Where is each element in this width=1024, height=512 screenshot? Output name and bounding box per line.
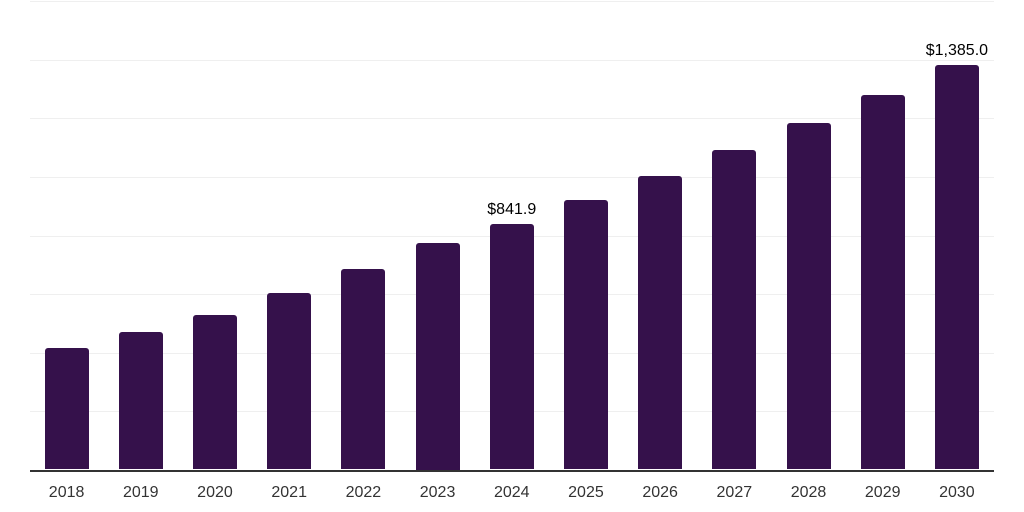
x-axis-line [29,469,994,472]
bar-2024 [489,223,534,470]
gridline-1400 [29,59,994,61]
x-tick-label-2019: 2019 [122,484,159,501]
x-tick-label-2020: 2020 [197,484,233,501]
bar-2023 [415,243,460,470]
x-tick-label-2024: 2024 [493,484,530,501]
gridline-1600 [29,1,994,2]
gridline-1200 [29,118,994,120]
x-tick-label-2029: 2029 [864,484,901,501]
x-tick-label-2022: 2022 [345,484,382,501]
x-tick-label-2028: 2028 [790,484,827,501]
x-tick-label-2023: 2023 [419,484,456,501]
bar-2027 [712,150,757,470]
bar-2022 [341,269,386,470]
bar-2030 [934,64,979,470]
x-tick-label-2025: 2025 [568,484,604,501]
bar-2021 [267,293,312,470]
bar-2025 [563,200,608,470]
bar-2018 [44,348,89,470]
bar-2026 [638,175,683,470]
data-label-2024: $841.9 [487,200,537,218]
x-tick-label-2021: 2021 [271,484,307,501]
bar-2020 [192,314,237,470]
x-tick-label-2018: 2018 [48,484,85,501]
gridline-1000 [29,176,994,178]
x-tick-label-2027: 2027 [716,484,753,501]
bar-2029 [860,95,905,470]
x-tick-label-2026: 2026 [642,484,678,501]
bar-2019 [118,331,163,470]
x-tick-label-2030: 2030 [939,484,975,501]
data-label-2030: $1,385.0 [925,41,989,59]
bar-2028 [786,122,831,470]
